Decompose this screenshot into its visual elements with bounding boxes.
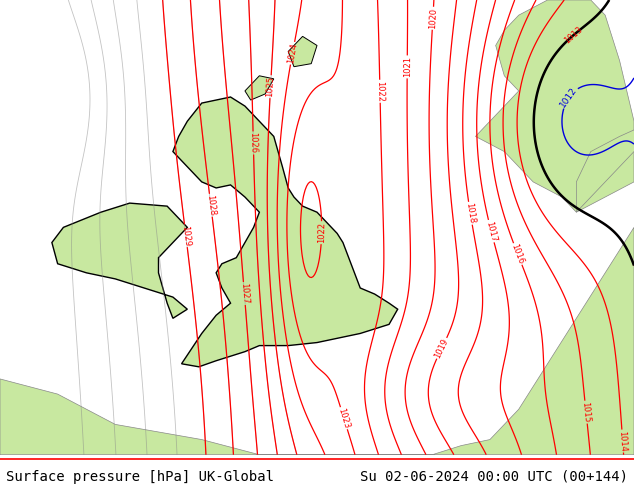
Text: 1019: 1019 — [433, 337, 450, 360]
Text: 1012: 1012 — [559, 85, 579, 109]
Polygon shape — [245, 76, 274, 100]
Text: 1017: 1017 — [484, 220, 498, 243]
Text: 1022: 1022 — [375, 81, 385, 102]
Text: 1024: 1024 — [286, 42, 299, 64]
Text: 1014: 1014 — [618, 430, 628, 452]
Text: 1028: 1028 — [205, 194, 217, 216]
Polygon shape — [52, 203, 187, 318]
Text: 1025: 1025 — [266, 76, 276, 98]
Text: 1023: 1023 — [337, 407, 351, 430]
Text: 1027: 1027 — [239, 283, 250, 304]
Text: 1015: 1015 — [581, 401, 592, 423]
Polygon shape — [576, 127, 634, 212]
Polygon shape — [288, 36, 317, 67]
Text: 1022: 1022 — [317, 222, 327, 243]
Polygon shape — [173, 97, 398, 367]
Polygon shape — [0, 227, 634, 455]
Text: 1016: 1016 — [510, 243, 526, 266]
Text: 1018: 1018 — [464, 202, 476, 224]
Text: 1029: 1029 — [180, 225, 191, 246]
Text: Su 02-06-2024 00:00 UTC (00+144): Su 02-06-2024 00:00 UTC (00+144) — [359, 469, 628, 484]
Text: 1026: 1026 — [249, 132, 258, 154]
Polygon shape — [476, 0, 634, 212]
Text: 1020: 1020 — [428, 7, 438, 29]
Text: Surface pressure [hPa] UK-Global: Surface pressure [hPa] UK-Global — [6, 469, 275, 484]
Text: 1021: 1021 — [403, 56, 412, 77]
Text: 1013: 1013 — [563, 24, 585, 45]
